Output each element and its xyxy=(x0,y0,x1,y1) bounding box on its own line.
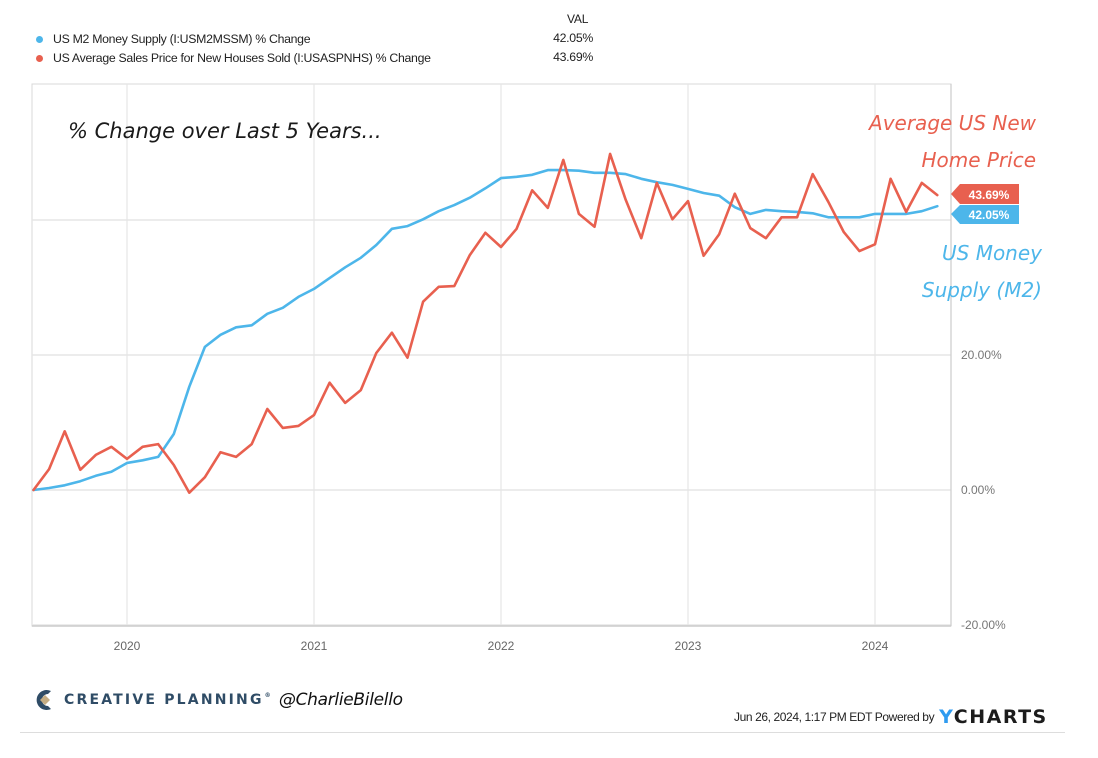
grid xyxy=(32,84,952,627)
x-tick-label: 2020 xyxy=(114,639,141,653)
y-axis: -20.00% 0.00% 20.00% xyxy=(961,348,1006,632)
ycharts-logo[interactable]: YCHARTS xyxy=(939,706,1048,728)
end-tag-red-shape xyxy=(951,184,1019,204)
ycharts-attribution: Jun 26, 2024, 1:17 PM EDT Powered by YCH… xyxy=(734,706,1048,728)
x-tick-label: 2021 xyxy=(301,639,328,653)
creative-planning-brand: CREATIVE PLANNING® @CharlieBilello xyxy=(34,688,403,712)
y-tick-label: 0.00% xyxy=(961,483,995,497)
m2-annotation-line1: US Money xyxy=(942,241,1043,265)
legend-dot-red-icon xyxy=(36,54,43,62)
legend-value-header: VAL xyxy=(567,12,589,26)
x-tick-label: 2023 xyxy=(675,639,702,653)
y-tick-label: 20.00% xyxy=(961,348,1002,362)
legend-label: US M2 Money Supply (I:USM2MSSM) % Change xyxy=(53,32,311,46)
series-line-home-price xyxy=(32,152,939,494)
chart-title-annotation: % Change over Last 5 Years... xyxy=(68,119,382,143)
chart: -20.00%0.00%20.00% 2020 2021 2022 2023 2024 … xyxy=(31,83,1043,653)
x-axis: 2020 2021 2022 2023 2024 xyxy=(114,639,889,653)
home-price-annotation-line1: Average US New xyxy=(867,111,1037,135)
series-layer xyxy=(32,152,939,494)
legend-value: 43.69% xyxy=(553,50,593,64)
end-tag-m2: 42.05% xyxy=(951,205,1019,224)
m2-annotation-line2: Supply (M2) xyxy=(922,278,1042,302)
legend-label: US Average Sales Price for New Houses So… xyxy=(53,51,431,65)
twitter-handle: @CharlieBilello xyxy=(278,690,403,710)
timestamp: Jun 26, 2024, 1:17 PM EDT Powered by xyxy=(734,710,935,724)
footer-divider xyxy=(20,732,1065,733)
brand-name: CREATIVE PLANNING® xyxy=(64,692,273,708)
legend-dot-blue-icon xyxy=(36,35,43,43)
end-tag-blue-shape xyxy=(951,205,1019,224)
end-tag-blue-value: 42.05% xyxy=(969,208,1010,222)
x-tick-label: 2024 xyxy=(862,639,889,653)
end-tag-red-value: 43.69% xyxy=(969,188,1010,202)
y-tick-label: -20.00% xyxy=(961,618,1006,632)
legend: VAL US M2 Money Supply (I:USM2MSSM) % Ch… xyxy=(0,0,620,80)
end-tag-home-price: 43.69% xyxy=(951,184,1019,204)
legend-item-m2[interactable]: US M2 Money Supply (I:USM2MSSM) % Change… xyxy=(36,31,593,47)
series-line-m2 xyxy=(32,168,939,492)
home-price-annotation-line2: Home Price xyxy=(921,148,1036,172)
x-tick-label: 2022 xyxy=(488,639,515,653)
legend-value: 42.05% xyxy=(553,31,593,45)
creative-planning-logo-icon xyxy=(36,690,51,710)
legend-item-home-price[interactable]: US Average Sales Price for New Houses So… xyxy=(36,50,593,66)
